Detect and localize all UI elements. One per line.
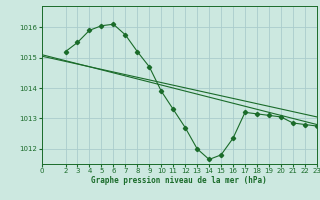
X-axis label: Graphe pression niveau de la mer (hPa): Graphe pression niveau de la mer (hPa): [91, 176, 267, 185]
